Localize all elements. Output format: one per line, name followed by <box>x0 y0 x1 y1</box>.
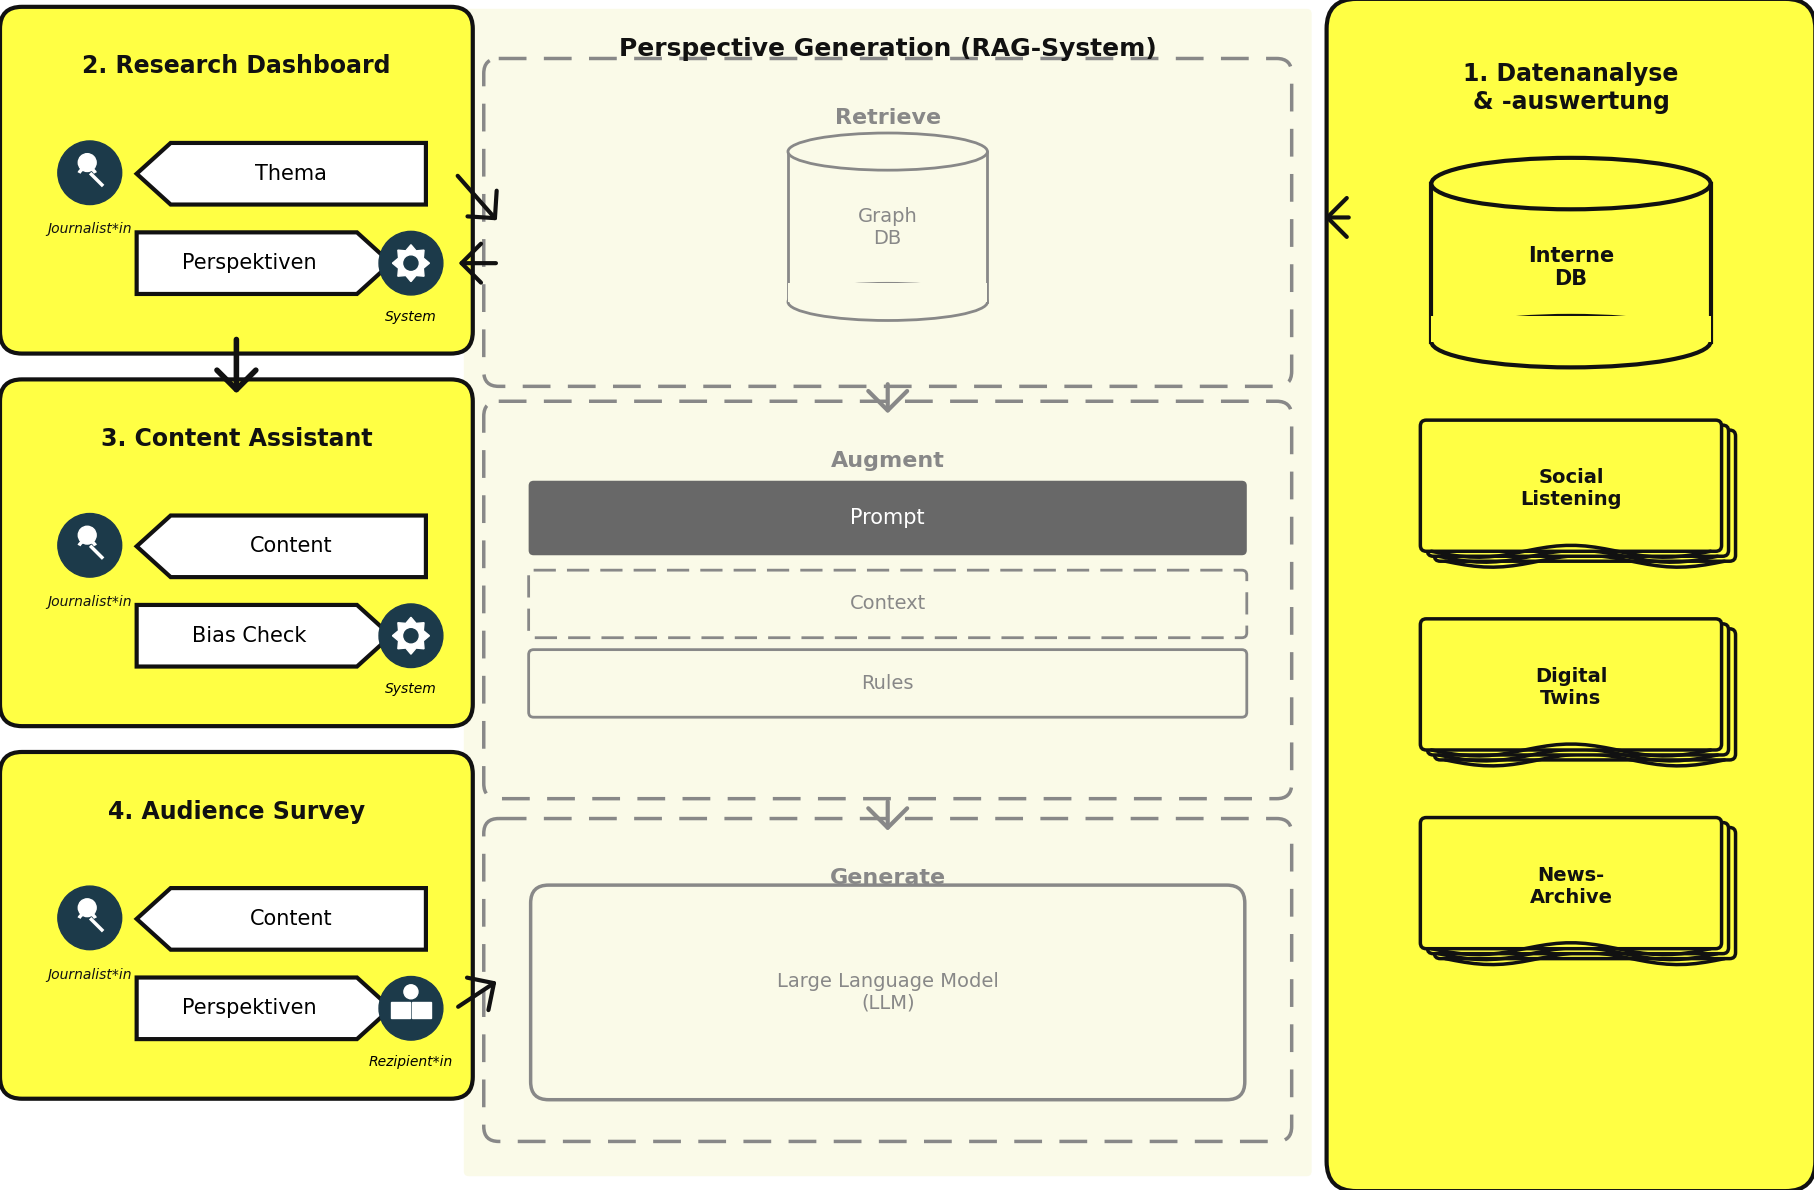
Text: 2. Research Dashboard: 2. Research Dashboard <box>82 55 390 79</box>
Circle shape <box>379 231 443 295</box>
Polygon shape <box>136 605 392 666</box>
FancyBboxPatch shape <box>1431 315 1711 342</box>
Text: System: System <box>385 682 437 696</box>
Circle shape <box>405 628 417 643</box>
Polygon shape <box>136 232 392 294</box>
Text: Content: Content <box>250 537 332 556</box>
Circle shape <box>58 514 122 577</box>
Text: Journalist*in: Journalist*in <box>47 595 132 609</box>
Circle shape <box>78 898 96 916</box>
Text: Perspective Generation (RAG-System): Perspective Generation (RAG-System) <box>619 37 1157 61</box>
Text: Rezipient*in: Rezipient*in <box>368 1056 454 1069</box>
FancyBboxPatch shape <box>1326 0 1814 1190</box>
FancyBboxPatch shape <box>1420 619 1721 750</box>
Text: Prompt: Prompt <box>851 508 925 528</box>
Text: Perspektiven: Perspektiven <box>181 253 316 274</box>
FancyBboxPatch shape <box>0 752 473 1098</box>
Circle shape <box>78 154 96 171</box>
Ellipse shape <box>787 283 987 320</box>
FancyBboxPatch shape <box>1420 818 1721 948</box>
Text: Perspektiven: Perspektiven <box>181 998 316 1019</box>
Text: Thema: Thema <box>256 164 327 183</box>
FancyBboxPatch shape <box>1428 822 1729 953</box>
FancyBboxPatch shape <box>1435 430 1736 562</box>
Text: Rules: Rules <box>862 674 914 693</box>
Circle shape <box>78 526 96 544</box>
FancyBboxPatch shape <box>412 1002 432 1017</box>
Circle shape <box>58 887 122 950</box>
Text: Generate: Generate <box>829 869 945 888</box>
FancyBboxPatch shape <box>528 570 1246 638</box>
Circle shape <box>379 605 443 668</box>
FancyBboxPatch shape <box>484 819 1292 1141</box>
Polygon shape <box>392 245 430 282</box>
FancyBboxPatch shape <box>464 8 1312 1176</box>
Text: Large Language Model
(LLM): Large Language Model (LLM) <box>776 972 1000 1013</box>
Circle shape <box>405 985 417 998</box>
Text: Interne
DB: Interne DB <box>1527 245 1614 289</box>
Polygon shape <box>392 618 430 654</box>
FancyBboxPatch shape <box>1428 425 1729 556</box>
FancyBboxPatch shape <box>1431 183 1711 342</box>
FancyBboxPatch shape <box>0 7 473 353</box>
Text: Digital
Twins: Digital Twins <box>1535 666 1607 708</box>
Polygon shape <box>136 515 426 577</box>
Polygon shape <box>136 143 426 205</box>
Polygon shape <box>136 888 426 950</box>
FancyBboxPatch shape <box>0 380 473 726</box>
FancyBboxPatch shape <box>528 481 1246 556</box>
Text: Journalist*in: Journalist*in <box>47 223 132 237</box>
Text: Retrieve: Retrieve <box>834 108 941 129</box>
Text: Bias Check: Bias Check <box>192 626 307 646</box>
Ellipse shape <box>1431 315 1711 368</box>
Circle shape <box>405 256 417 270</box>
Text: 3. Content Assistant: 3. Content Assistant <box>100 427 372 451</box>
Circle shape <box>379 977 443 1040</box>
Text: 4. Audience Survey: 4. Audience Survey <box>107 800 365 823</box>
FancyBboxPatch shape <box>1435 628 1736 760</box>
Ellipse shape <box>1431 158 1711 209</box>
Text: System: System <box>385 309 437 324</box>
FancyBboxPatch shape <box>787 283 987 302</box>
Polygon shape <box>136 977 392 1039</box>
FancyBboxPatch shape <box>484 401 1292 798</box>
Text: Context: Context <box>849 595 925 613</box>
Text: Augment: Augment <box>831 451 945 471</box>
Text: Graph
DB: Graph DB <box>858 207 918 248</box>
FancyBboxPatch shape <box>484 58 1292 387</box>
Text: Social
Listening: Social Listening <box>1520 468 1622 509</box>
Ellipse shape <box>787 133 987 170</box>
FancyBboxPatch shape <box>1420 420 1721 551</box>
FancyBboxPatch shape <box>1435 827 1736 959</box>
FancyBboxPatch shape <box>390 1002 410 1017</box>
FancyBboxPatch shape <box>528 650 1246 718</box>
FancyBboxPatch shape <box>1428 624 1729 754</box>
FancyBboxPatch shape <box>532 885 1244 1100</box>
FancyBboxPatch shape <box>787 151 987 302</box>
Text: 1. Datenanalyse
& -auswertung: 1. Datenanalyse & -auswertung <box>1464 62 1678 114</box>
Text: News-
Archive: News- Archive <box>1529 865 1613 907</box>
Text: Content: Content <box>250 909 332 929</box>
Circle shape <box>58 140 122 205</box>
Text: Journalist*in: Journalist*in <box>47 967 132 982</box>
